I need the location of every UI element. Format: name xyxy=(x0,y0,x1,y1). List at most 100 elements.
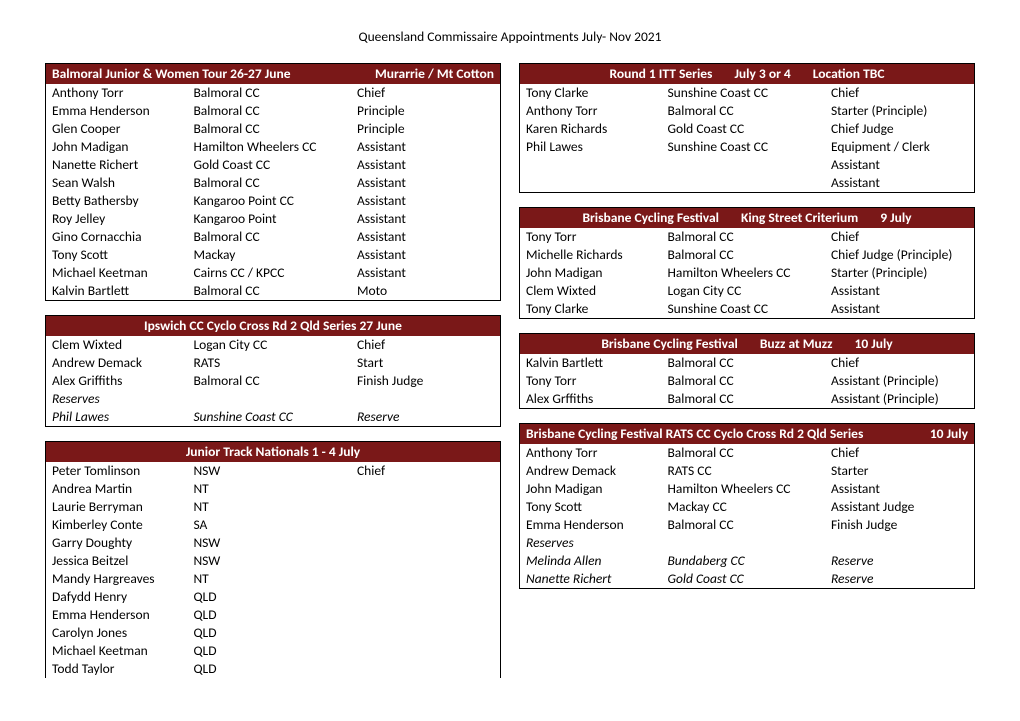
club-cell: QLD xyxy=(193,606,357,624)
event-table: Round 1 ITT SeriesJuly 3 or 4Location TB… xyxy=(519,63,975,193)
role-cell xyxy=(357,480,494,498)
name-cell: Michelle Richards xyxy=(526,246,667,264)
name-cell: John Madigan xyxy=(526,264,667,282)
role-cell xyxy=(357,660,494,678)
table-row: Carolyn JonesQLD xyxy=(46,624,500,642)
role-cell: Assistant xyxy=(357,174,494,192)
club-cell xyxy=(667,156,831,174)
name-cell: Tony Clarke xyxy=(526,300,667,318)
table-row: John MadiganHamilton Wheelers CCAssistan… xyxy=(46,138,500,156)
table-row: Kalvin BartlettBalmoral CCChief xyxy=(520,354,974,372)
role-cell: Reserve xyxy=(357,408,494,426)
event-table: Brisbane Cycling Festival RATS CC Cyclo … xyxy=(519,423,975,589)
table-row: Reserves xyxy=(520,534,974,552)
name-cell: Clem Wixted xyxy=(52,336,193,354)
event-table-rows: Anthony TorrBalmoral CCChiefEmma Henders… xyxy=(46,84,500,300)
name-cell: Clem Wixted xyxy=(526,282,667,300)
role-cell: Chief xyxy=(357,462,494,480)
name-cell: Tony Clarke xyxy=(526,84,667,102)
header-segment: King Street Criterium xyxy=(741,209,858,226)
role-cell: Start xyxy=(357,354,494,372)
role-cell xyxy=(357,552,494,570)
club-cell: Balmoral CC xyxy=(193,282,357,300)
table-row: Emma HendersonQLD xyxy=(46,606,500,624)
name-cell: Kalvin Bartlett xyxy=(526,354,667,372)
table-row: Peter TomlinsonNSWChief xyxy=(46,462,500,480)
role-cell: Assistant xyxy=(831,156,968,174)
club-cell: QLD xyxy=(193,624,357,642)
table-row: Andrew DemackRATS CCStarter xyxy=(520,462,974,480)
right-column: Round 1 ITT SeriesJuly 3 or 4Location TB… xyxy=(519,63,975,692)
club-cell: Balmoral CC xyxy=(193,372,357,390)
club-cell: RATS CC xyxy=(667,462,831,480)
role-cell xyxy=(357,606,494,624)
table-row: Betty BathersbyKangaroo Point CCAssistan… xyxy=(46,192,500,210)
role-cell: Moto xyxy=(357,282,494,300)
club-cell: Balmoral CC xyxy=(667,354,831,372)
role-cell: Assistant xyxy=(357,246,494,264)
role-cell: Chief Judge xyxy=(831,120,968,138)
table-row: Anthony TorrBalmoral CCChief xyxy=(520,444,974,462)
role-cell xyxy=(831,534,968,552)
name-cell: Gino Cornacchia xyxy=(52,228,193,246)
table-row: John MadiganHamilton Wheelers CCAssistan… xyxy=(520,480,974,498)
role-cell: Assistant xyxy=(357,192,494,210)
event-table-header: Ipswich CC Cyclo Cross Rd 2 Qld Series 2… xyxy=(46,316,500,336)
name-cell: Reserves xyxy=(526,534,667,552)
role-cell: Assistant xyxy=(831,282,968,300)
event-table: Brisbane Cycling FestivalBuzz at Muzz10 … xyxy=(519,333,975,409)
name-cell: Carolyn Jones xyxy=(52,624,193,642)
table-row: Dafydd HenryQLD xyxy=(46,588,500,606)
table-row: Emma HendersonBalmoral CCPrinciple xyxy=(46,102,500,120)
name-cell: Andrew Demack xyxy=(52,354,193,372)
club-cell: Gold Coast CC xyxy=(667,570,831,588)
table-row: Melinda AllenBundaberg CCReserve xyxy=(520,552,974,570)
club-cell: Balmoral CC xyxy=(667,246,831,264)
header-segment: Brisbane Cycling Festival RATS CC Cyclo … xyxy=(526,425,863,442)
header-segment: Location TBC xyxy=(813,65,885,82)
table-row: John MadiganHamilton Wheelers CCStarter … xyxy=(520,264,974,282)
role-cell: Finish Judge xyxy=(831,516,968,534)
table-row: Tony ClarkeSunshine Coast CCAssistant xyxy=(520,300,974,318)
role-cell xyxy=(357,390,494,408)
name-cell: Phil Lawes xyxy=(526,138,667,156)
event-table-rows: Peter TomlinsonNSWChiefAndrea MartinNTLa… xyxy=(46,462,500,678)
club-cell: NT xyxy=(193,498,357,516)
club-cell: QLD xyxy=(193,660,357,678)
name-cell: Emma Henderson xyxy=(526,516,667,534)
role-cell: Chief xyxy=(357,84,494,102)
event-table-header: Brisbane Cycling FestivalKing Street Cri… xyxy=(520,208,974,228)
name-cell: Tony Torr xyxy=(526,228,667,246)
table-row: Tony TorrBalmoral CCAssistant (Principle… xyxy=(520,372,974,390)
role-cell: Assistant xyxy=(831,300,968,318)
name-cell: Nanette Richert xyxy=(526,570,667,588)
table-row: Karen RichardsGold Coast CCChief Judge xyxy=(520,120,974,138)
table-row: Tony ScottMackayAssistant xyxy=(46,246,500,264)
role-cell: Assistant xyxy=(357,138,494,156)
header-segment: 10 July xyxy=(855,335,893,352)
name-cell xyxy=(526,156,667,174)
club-cell: QLD xyxy=(193,642,357,660)
role-cell: Assistant xyxy=(357,228,494,246)
club-cell: Hamilton Wheelers CC xyxy=(667,264,831,282)
club-cell: NT xyxy=(193,570,357,588)
role-cell xyxy=(357,570,494,588)
club-cell: Sunshine Coast CC xyxy=(193,408,357,426)
club-cell: Gold Coast CC xyxy=(193,156,357,174)
table-row: Garry DoughtyNSW xyxy=(46,534,500,552)
role-cell: Chief xyxy=(357,336,494,354)
club-cell: NSW xyxy=(193,462,357,480)
role-cell xyxy=(357,624,494,642)
table-row: Kalvin BartlettBalmoral CCMoto xyxy=(46,282,500,300)
header-segment: Ipswich CC Cyclo Cross Rd 2 Qld Series 2… xyxy=(144,317,402,334)
event-table-header: Brisbane Cycling Festival RATS CC Cyclo … xyxy=(520,424,974,444)
table-row: Clem WixtedLogan City CCAssistant xyxy=(520,282,974,300)
role-cell: Reserve xyxy=(831,552,968,570)
name-cell: Emma Henderson xyxy=(52,606,193,624)
role-cell: Principle xyxy=(357,102,494,120)
table-row: Sean WalshBalmoral CCAssistant xyxy=(46,174,500,192)
club-cell: Balmoral CC xyxy=(193,228,357,246)
role-cell xyxy=(357,588,494,606)
role-cell: Assistant xyxy=(831,174,968,192)
club-cell: Balmoral CC xyxy=(193,120,357,138)
